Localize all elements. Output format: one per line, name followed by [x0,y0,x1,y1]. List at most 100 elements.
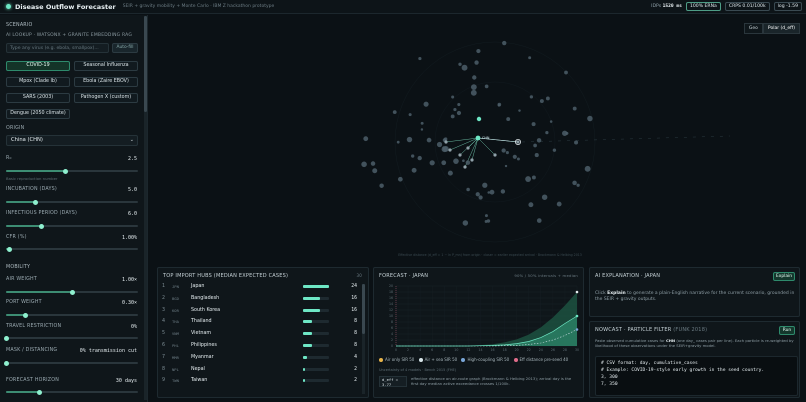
network-map-canvas[interactable]: CHN [150,15,806,263]
port-weight-slider-knob[interactable] [23,312,29,318]
infectious-slider[interactable] [6,223,138,229]
hubs-scrollbar[interactable] [362,284,365,394]
country-node[interactable] [466,146,470,150]
country-node[interactable] [458,153,462,157]
network-map[interactable]: CHN Geo Polar (d_eff) Effective distance… [150,15,806,263]
country-node[interactable] [466,187,470,192]
country-node[interactable] [584,165,591,172]
country-node[interactable] [576,183,580,187]
country-node[interactable] [436,141,443,148]
country-node[interactable] [562,130,568,136]
country-node[interactable] [441,160,447,166]
country-node[interactable] [525,176,532,182]
country-node[interactable] [549,120,553,123]
country-node[interactable] [470,89,477,96]
country-node[interactable] [418,56,422,61]
sidebar-scrollbar-thumb[interactable] [144,16,147,112]
ai-explain-link[interactable]: Explain [607,291,626,296]
country-node[interactable] [486,219,491,223]
country-node[interactable] [472,75,477,80]
country-node[interactable] [420,128,424,131]
country-node[interactable] [489,189,495,195]
hubs-scrollbar-thumb[interactable] [362,284,365,334]
country-node[interactable] [536,218,542,223]
country-node[interactable] [417,155,422,161]
hub-row-tha[interactable]: 4 THA Thailand 8 [160,319,365,330]
country-node[interactable] [565,131,569,135]
travel-restriction-slider[interactable] [3,335,138,341]
hub-row-vnm[interactable]: 5 VNM Vietnam 8 [160,331,365,342]
country-node[interactable] [533,143,537,148]
preset-influenza[interactable]: Seasonal Influenza [74,61,138,71]
country-node[interactable] [482,182,488,188]
virus-search-input[interactable]: Type any virus (e.g. ebola, smallpox)... [6,43,109,53]
country-node[interactable] [379,183,384,188]
country-node[interactable] [408,113,412,117]
country-node[interactable] [552,148,557,152]
country-node[interactable] [478,195,483,200]
country-node[interactable] [406,136,413,143]
country-node[interactable] [397,176,403,182]
country-node[interactable] [564,70,568,75]
cfr-slider-knob[interactable] [7,246,13,252]
hub-row-mmr[interactable]: 7 MMR Myanmar 4 [160,355,365,366]
incubation-slider-knob[interactable] [32,199,38,205]
country-node[interactable] [465,160,471,165]
country-node[interactable] [470,84,477,90]
country-node[interactable] [512,154,517,159]
toggle-geo[interactable]: Geo [743,23,763,34]
country-node[interactable] [506,117,511,122]
country-node[interactable] [420,121,424,125]
hub-row-npl[interactable]: 8 NPL Nepal 2 [160,367,365,378]
country-node[interactable] [453,158,459,164]
country-node[interactable] [531,175,536,180]
country-node[interactable] [536,138,542,143]
country-node[interactable] [574,140,579,145]
country-node[interactable] [587,115,593,122]
air-weight-slider-knob[interactable] [69,289,75,295]
country-node[interactable] [456,110,462,116]
country-node[interactable] [411,167,417,173]
country-node[interactable] [453,107,457,112]
country-node[interactable] [470,158,474,162]
toggle-polar[interactable]: Polar (d_eff) [762,23,800,34]
country-node[interactable] [517,157,520,161]
country-node[interactable] [462,220,469,226]
country-node[interactable] [484,214,488,218]
r0-slider-knob[interactable] [62,168,68,174]
country-node[interactable] [458,62,462,66]
hub-row-twn[interactable]: 9 TWN Taiwan 2 [160,378,365,389]
mask-slider[interactable] [3,360,138,366]
country-node[interactable] [426,137,432,143]
country-node[interactable] [450,114,455,119]
country-node[interactable] [505,151,509,155]
country-node[interactable] [518,109,521,112]
country-node[interactable] [484,84,489,89]
country-node[interactable] [501,148,506,153]
horizon-slider[interactable] [6,389,138,395]
autofill-button[interactable]: Auto-fill [112,43,138,53]
country-node[interactable] [363,136,369,142]
hub-row-phl[interactable]: 6 PHL Philippines 8 [160,343,365,354]
explain-button[interactable]: Explain [773,272,795,281]
r0-slider[interactable] [6,168,138,174]
country-node[interactable] [474,60,479,65]
air-weight-slider[interactable] [6,289,138,295]
run-button[interactable]: Run [779,326,795,335]
incubation-slider[interactable] [6,199,138,205]
country-node[interactable] [529,95,534,99]
country-node[interactable] [463,165,467,169]
country-node[interactable] [539,99,544,104]
country-node[interactable] [497,102,502,107]
country-node[interactable] [502,40,507,46]
country-node[interactable] [528,56,532,60]
country-node[interactable] [423,101,429,107]
country-node[interactable] [545,96,550,101]
country-node[interactable] [487,191,490,194]
country-node[interactable] [370,161,376,166]
origin-node[interactable] [475,135,481,141]
country-node[interactable] [461,64,468,71]
port-weight-slider[interactable] [6,312,138,318]
selected-node[interactable] [514,139,521,146]
